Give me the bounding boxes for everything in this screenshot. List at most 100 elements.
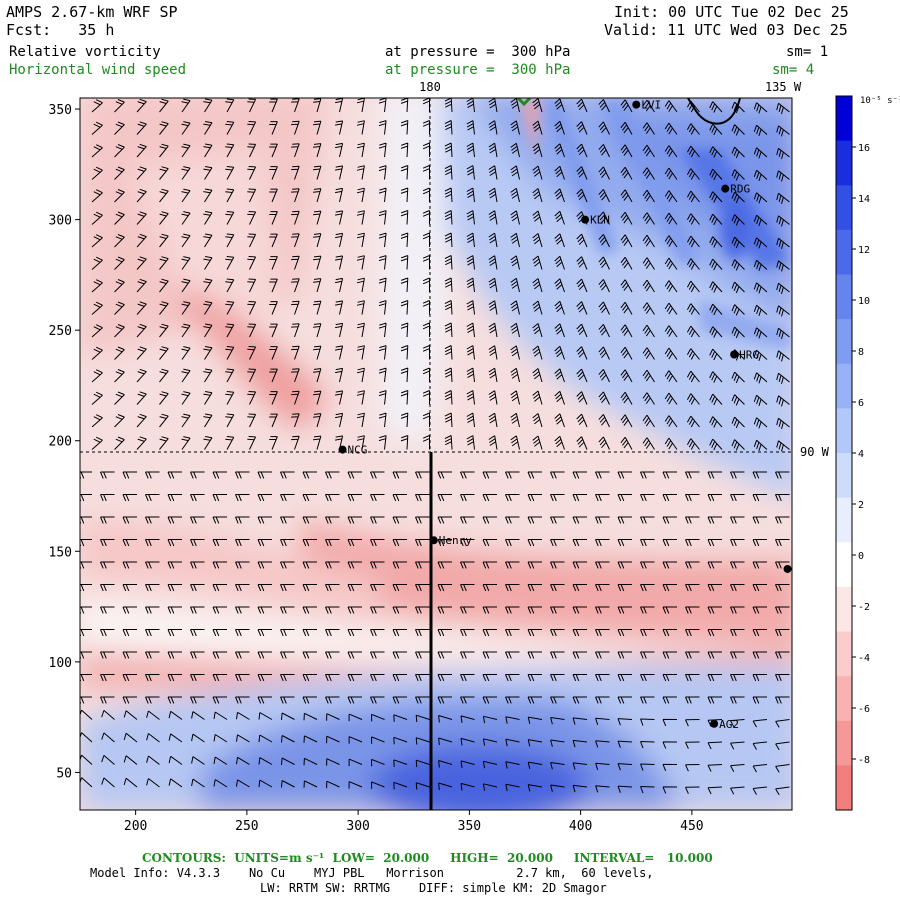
wind-barb — [181, 436, 191, 450]
wind-barb — [460, 471, 475, 479]
wind-barb — [225, 256, 235, 270]
wind-barb — [510, 187, 520, 203]
wind-barb — [347, 471, 362, 479]
wind-barb — [247, 98, 257, 113]
wind-barb — [617, 494, 632, 502]
wind-barb — [642, 122, 655, 135]
wind-barb — [313, 300, 322, 315]
wind-barb — [775, 786, 790, 796]
wind-barb — [642, 437, 655, 450]
wind-barb — [167, 561, 182, 569]
wind-barb — [550, 539, 565, 547]
wind-barb — [527, 584, 542, 592]
wind-barb — [181, 413, 191, 428]
lon-label-180: 180 — [419, 80, 441, 94]
wind-barb — [488, 187, 498, 203]
wind-barb — [752, 719, 768, 728]
wind-barb — [378, 165, 387, 180]
wind-barb — [620, 369, 633, 383]
wind-barb — [393, 714, 408, 722]
wind-barb — [100, 516, 115, 524]
wind-barb — [213, 779, 228, 788]
wind-barb — [291, 368, 300, 383]
wind-barb — [640, 741, 655, 749]
wind-barb — [313, 188, 322, 203]
wind-barb — [370, 606, 385, 614]
wind-barb — [709, 168, 723, 181]
wind-barb — [730, 606, 745, 614]
wind-barb — [640, 763, 655, 771]
wind-barb — [438, 737, 453, 746]
wind-barb — [510, 255, 520, 270]
wind-barb — [554, 143, 565, 158]
wind-barb — [576, 166, 588, 180]
wind-barb — [707, 606, 722, 614]
wind-barb — [203, 166, 213, 180]
wind-barb — [313, 143, 322, 158]
wind-barb — [505, 761, 520, 769]
wind-barb — [400, 142, 409, 158]
wind-barb — [753, 259, 768, 272]
wind-barb — [415, 584, 430, 592]
wind-barb — [225, 233, 235, 248]
wind-barb — [576, 323, 588, 338]
colorbar-tick-label: -6 — [858, 704, 870, 715]
wind-barb — [731, 101, 745, 114]
wind-barb — [181, 346, 191, 360]
wind-barb — [291, 210, 300, 225]
wind-barb — [291, 278, 300, 293]
wind-barb — [617, 785, 633, 793]
wind-barb — [145, 494, 160, 502]
wind-barb — [257, 651, 272, 659]
wind-barb — [598, 256, 610, 270]
station-dot — [710, 719, 719, 728]
colorbar-tick-label: 4 — [858, 449, 864, 460]
wind-barb — [213, 756, 228, 765]
wind-barb — [136, 346, 147, 360]
colorbar-segment — [836, 542, 852, 588]
wind-barb — [392, 651, 407, 659]
wind-barb — [709, 303, 723, 316]
wind-barb — [532, 255, 543, 270]
wind-barb — [510, 142, 520, 158]
wind-barb — [776, 350, 790, 362]
wind-barb — [247, 278, 257, 293]
x-tick-label: 350 — [458, 819, 481, 834]
wind-barb — [370, 584, 385, 592]
wind-barb — [136, 166, 147, 180]
colorbar-tick-label: 16 — [858, 143, 870, 154]
wind-barb — [203, 278, 213, 293]
wind-barb — [662, 516, 677, 524]
wind-barb — [114, 99, 125, 113]
wind-barb — [303, 712, 318, 721]
wind-barb — [400, 412, 409, 428]
wind-barb — [460, 760, 475, 768]
wind-barb — [159, 121, 169, 135]
wind-barb — [235, 471, 250, 479]
wind-barb — [527, 561, 542, 569]
wind-barb — [595, 629, 610, 637]
wind-barb — [212, 696, 227, 704]
wind-barb — [91, 166, 103, 180]
plot-frame — [79, 97, 793, 811]
wind-barb — [247, 188, 257, 203]
wind-barb — [281, 780, 295, 788]
wind-barb — [554, 323, 565, 338]
wind-barb — [235, 651, 250, 659]
wind-barb — [203, 143, 213, 158]
wind-barb — [392, 494, 407, 502]
wind-barb — [686, 123, 700, 135]
field1-smoothing: sm= 1 — [786, 44, 829, 60]
wind-barb — [776, 125, 790, 137]
wind-barb — [280, 539, 295, 547]
wind-barb — [114, 279, 125, 293]
wind-barb — [159, 166, 169, 180]
wind-barb — [212, 471, 227, 479]
wind-barb — [114, 166, 125, 180]
wind-barb — [730, 764, 745, 773]
wind-barb — [460, 782, 475, 791]
wind-barb — [488, 322, 498, 338]
wind-barb — [532, 233, 543, 248]
wind-barb — [444, 165, 453, 180]
wind-barb — [100, 651, 115, 659]
